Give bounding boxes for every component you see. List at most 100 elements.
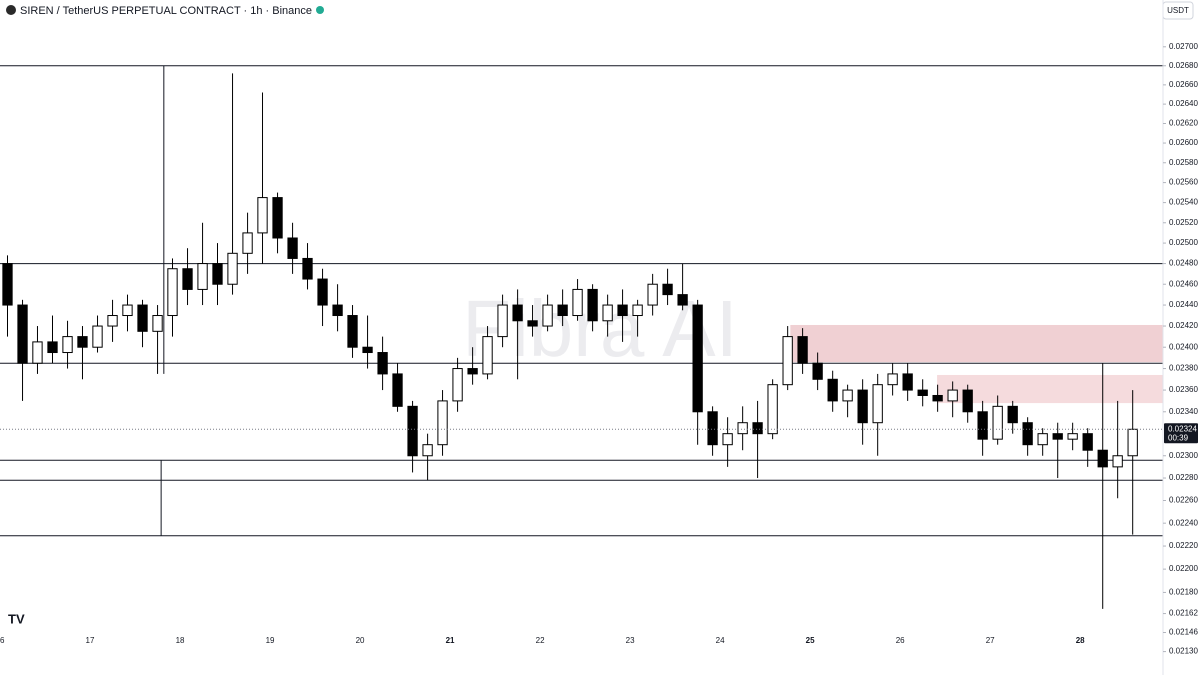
y-tick-label: 0.02680 xyxy=(1169,61,1198,70)
candle-body xyxy=(1007,405,1018,424)
candle-body xyxy=(887,373,898,386)
logo: TV xyxy=(8,611,25,626)
x-tick-label: 18 xyxy=(176,636,185,645)
candle-body xyxy=(752,422,763,435)
candle-body xyxy=(947,389,958,402)
candle-body xyxy=(782,336,793,386)
candle-body xyxy=(602,304,613,322)
last-price-label: 0.02324 xyxy=(1168,424,1197,433)
candle-body xyxy=(647,283,658,306)
candle-body xyxy=(992,405,1003,440)
candle-body xyxy=(17,304,28,364)
y-tick-label: 0.02340 xyxy=(1169,407,1198,416)
candle-body xyxy=(167,268,178,317)
candle-body xyxy=(1112,455,1123,468)
candle-body xyxy=(1022,422,1033,446)
candle-body xyxy=(467,368,478,375)
candle-body xyxy=(62,336,73,354)
candle-body xyxy=(617,304,628,317)
x-tick-label: 27 xyxy=(986,636,995,645)
y-tick-label: 0.02640 xyxy=(1169,99,1198,108)
x-tick-label: 17 xyxy=(86,636,95,645)
y-tick-label: 0.02500 xyxy=(1169,238,1198,247)
x-tick-label: 23 xyxy=(626,636,635,645)
x-tick-label: 19 xyxy=(266,636,275,645)
candle-body xyxy=(212,263,223,285)
y-tick-label: 0.02220 xyxy=(1169,541,1198,550)
candle-body xyxy=(107,315,118,327)
candle-body xyxy=(317,278,328,306)
y-tick-label: 0.02620 xyxy=(1169,119,1198,128)
candle-body xyxy=(92,325,103,348)
y-tick-label: 0.02162 xyxy=(1169,609,1198,618)
candle-body xyxy=(1127,428,1138,457)
candle-body xyxy=(842,389,853,402)
candle-body xyxy=(392,373,403,407)
status-dot xyxy=(316,6,324,14)
candle-body xyxy=(1097,449,1108,468)
candle-body xyxy=(812,362,823,380)
candle-body xyxy=(257,197,268,234)
chart-title: SIREN / TetherUS PERPETUAL CONTRACT · 1h… xyxy=(20,5,312,17)
candle-body xyxy=(77,336,88,348)
y-tick-label: 0.02460 xyxy=(1169,279,1198,288)
candle-body xyxy=(272,197,283,239)
watermark: Fibra AI xyxy=(462,284,738,373)
x-tick-label: 22 xyxy=(536,636,545,645)
candle-body xyxy=(122,304,133,317)
candle-body xyxy=(527,320,538,327)
zone xyxy=(937,374,1163,404)
candle-body xyxy=(962,389,973,413)
candle-body xyxy=(692,304,703,413)
candle-body xyxy=(407,405,418,457)
candle-body xyxy=(152,315,163,332)
candle-body xyxy=(977,411,988,440)
candle-body xyxy=(482,336,493,375)
y-tick-label: 0.02480 xyxy=(1169,259,1198,268)
candle-body xyxy=(332,304,343,317)
x-tick-label: 24 xyxy=(716,636,725,645)
candle-body xyxy=(1082,433,1093,451)
candle-body xyxy=(137,304,148,332)
candle-body xyxy=(857,389,868,424)
y-tick-label: 0.02440 xyxy=(1169,300,1198,309)
candle-body xyxy=(32,341,43,364)
candle-body xyxy=(497,304,508,338)
candle-body xyxy=(182,268,193,290)
candle-body xyxy=(287,237,298,259)
x-tick-label: 25 xyxy=(806,636,815,645)
y-tick-label: 0.02360 xyxy=(1169,385,1198,394)
x-tick-label: 21 xyxy=(446,636,455,645)
y-tick-label: 0.02600 xyxy=(1169,138,1198,147)
candle-body xyxy=(917,389,928,396)
candle-body xyxy=(437,400,448,446)
candle-body xyxy=(1052,433,1063,440)
candle-body xyxy=(662,283,673,296)
last-price-box xyxy=(1164,423,1198,444)
candle-body xyxy=(767,384,778,435)
candle-body xyxy=(362,346,373,354)
candle-body xyxy=(587,288,598,322)
y-tick-label: 0.02560 xyxy=(1169,178,1198,187)
candle-body xyxy=(242,232,253,254)
x-tick-label: 20 xyxy=(356,636,365,645)
candle-body xyxy=(827,378,838,402)
candle-body xyxy=(2,263,13,306)
candle-body xyxy=(707,411,718,446)
candle-body xyxy=(902,373,913,391)
candle-body xyxy=(572,288,583,317)
candle-body xyxy=(677,294,688,306)
y-tick-label: 0.02260 xyxy=(1169,496,1198,505)
y-tick-label: 0.02200 xyxy=(1169,564,1198,573)
candle-body xyxy=(542,304,553,327)
y-tick-label: 0.02180 xyxy=(1169,588,1198,597)
countdown: 00:39 xyxy=(1168,433,1189,442)
y-tick-label: 0.02580 xyxy=(1169,158,1198,167)
y-tick-label: 0.02130 xyxy=(1169,647,1198,656)
currency-label[interactable]: USDT xyxy=(1167,6,1189,15)
candle-body xyxy=(512,304,523,322)
plot-area xyxy=(0,65,1163,609)
candle-body xyxy=(197,263,208,290)
y-tick-label: 0.02420 xyxy=(1169,321,1198,330)
